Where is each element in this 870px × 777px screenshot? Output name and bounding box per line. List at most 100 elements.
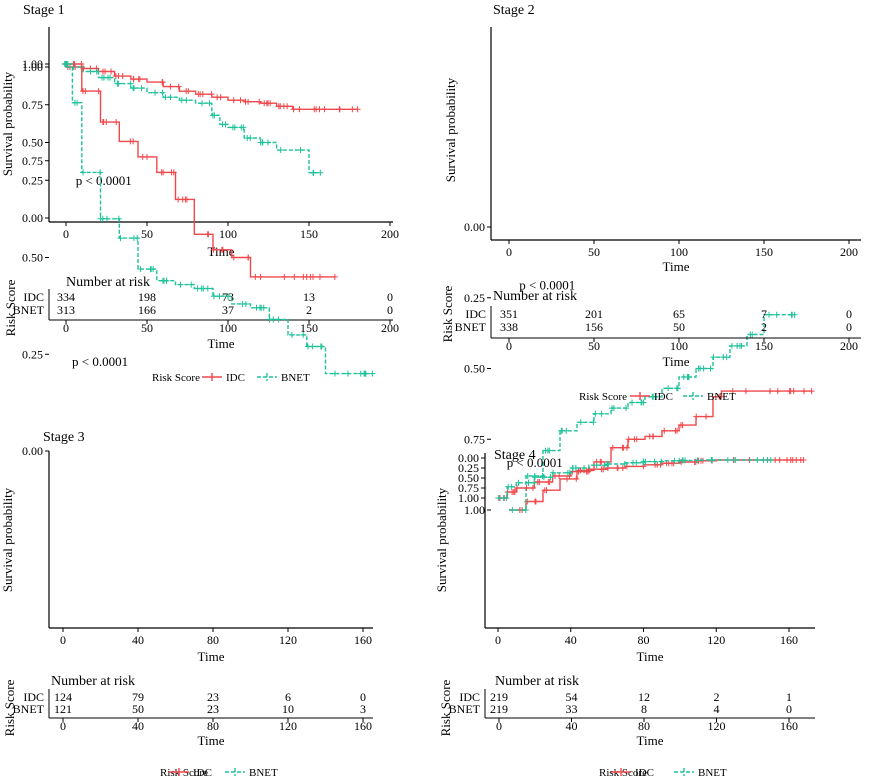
x-axis-title: Time <box>208 244 235 259</box>
censor-mark <box>546 479 553 485</box>
chart-stage-4: Stage 40.000.250.500.751.000 40 80 120 160Ti… <box>434 448 815 777</box>
censor-mark <box>754 457 761 463</box>
risk-count: 0 <box>387 303 393 317</box>
risk-row-label-bnet: BNET <box>455 320 487 334</box>
censor-mark <box>218 246 225 253</box>
risk-count: 219 <box>490 690 508 704</box>
censor-mark <box>230 97 237 104</box>
risk-count: 79 <box>132 690 144 704</box>
censor-mark <box>78 61 85 67</box>
x-tick-label: 120 <box>279 633 297 647</box>
censor-mark <box>729 388 736 395</box>
risk-x-axis-title: Time <box>663 354 690 369</box>
censor-mark <box>495 495 502 501</box>
risk-row-label-idc: IDC <box>23 290 44 304</box>
chart-stage-3: Stage 30.000.250.500.751.000 40 80 120 160Ti… <box>0 57 376 777</box>
censor-mark <box>114 80 121 87</box>
censor-mark <box>219 121 226 128</box>
censor-mark <box>167 83 174 90</box>
censor-mark <box>697 365 704 372</box>
km-curve-bnet <box>509 314 795 511</box>
censor-mark <box>742 388 749 395</box>
chart-title: Stage 2 <box>493 3 535 18</box>
censor-mark <box>252 273 259 280</box>
censor-mark <box>281 273 288 280</box>
censor-mark <box>503 495 510 501</box>
censor-mark <box>791 311 798 318</box>
y-axis-title: Survival probability <box>0 487 15 592</box>
censor-mark <box>310 169 317 176</box>
censor-mark <box>253 304 260 311</box>
chart-stage-2: Stage 20.000.250.500.751.000 50 100 150 200T… <box>440 3 861 517</box>
censor-mark <box>766 311 773 318</box>
censor-mark <box>604 461 611 467</box>
risk-count: 201 <box>585 307 603 321</box>
x-tick-label: 80 <box>638 633 650 647</box>
censor-mark <box>776 457 783 463</box>
risk-count: 33 <box>566 702 578 716</box>
censor-mark <box>547 474 554 481</box>
risk-x-tick-label: 100 <box>670 339 688 353</box>
censor-mark <box>317 343 324 350</box>
censor-mark <box>522 507 529 513</box>
censor-mark <box>609 405 616 412</box>
risk-row-label-idc: IDC <box>465 307 486 321</box>
risk-count: 54 <box>566 690 578 704</box>
legend-swatch-idc <box>202 373 222 381</box>
risk-row-label-bnet: BNET <box>13 303 45 317</box>
censor-mark <box>245 254 252 261</box>
y-tick-label: 0.25 <box>22 173 43 187</box>
x-tick-label: 0 <box>60 633 66 647</box>
risk-count: 156 <box>585 320 603 334</box>
risk-x-tick-label: 150 <box>300 321 318 335</box>
censor-mark <box>623 405 630 412</box>
censor-mark <box>649 393 656 400</box>
censor-mark <box>100 68 107 75</box>
censor-mark <box>313 106 320 113</box>
censor-mark <box>674 427 681 434</box>
censor-mark <box>536 479 543 485</box>
risk-count: 8 <box>641 702 647 716</box>
censor-mark <box>540 474 547 481</box>
risk-x-tick-label: 40 <box>566 719 578 733</box>
risk-x-tick-label: 100 <box>219 321 237 335</box>
censor-mark <box>569 465 576 471</box>
censor-mark <box>259 139 266 146</box>
censor-mark <box>661 427 668 434</box>
km-curve-idc <box>63 63 335 278</box>
risk-x-tick-label: 160 <box>780 719 798 733</box>
risk-table-title: Number at risk <box>51 674 135 689</box>
censor-mark <box>590 419 597 426</box>
censor-mark <box>152 89 159 96</box>
y-tick-label: 0.00 <box>458 451 479 465</box>
censor-mark <box>693 413 700 420</box>
x-tick-label: 100 <box>670 245 688 259</box>
risk-count: 124 <box>54 690 72 704</box>
risk-count: 351 <box>500 307 518 321</box>
censor-mark <box>362 370 369 377</box>
censor-mark <box>625 436 632 443</box>
y-tick-label: 0.50 <box>22 136 43 150</box>
censor-mark <box>354 106 361 113</box>
censor-mark <box>703 413 710 420</box>
censor-mark <box>130 85 137 92</box>
risk-count: 0 <box>846 307 852 321</box>
censor-mark <box>732 457 739 463</box>
censor-mark <box>113 119 120 126</box>
chart-stage-1: Stage 10.000.250.500.751.000 50 100 150 200T… <box>0 3 399 384</box>
censor-mark <box>679 422 686 429</box>
censor-mark <box>93 68 100 75</box>
censor-mark <box>300 273 307 280</box>
censor-mark <box>97 169 104 176</box>
p-value-label: p < 0.0001 <box>507 455 563 470</box>
censor-mark <box>509 507 516 513</box>
censor-mark <box>631 436 638 443</box>
risk-count: 37 <box>222 303 234 317</box>
censor-mark <box>263 100 270 107</box>
risk-axis-title: Risk Score <box>440 285 455 342</box>
risk-row-label-idc: IDC <box>23 690 44 704</box>
censor-mark <box>237 97 244 104</box>
risk-x-tick-label: 0 <box>506 339 512 353</box>
risk-count: 1 <box>786 690 792 704</box>
x-tick-label: 50 <box>141 227 153 241</box>
